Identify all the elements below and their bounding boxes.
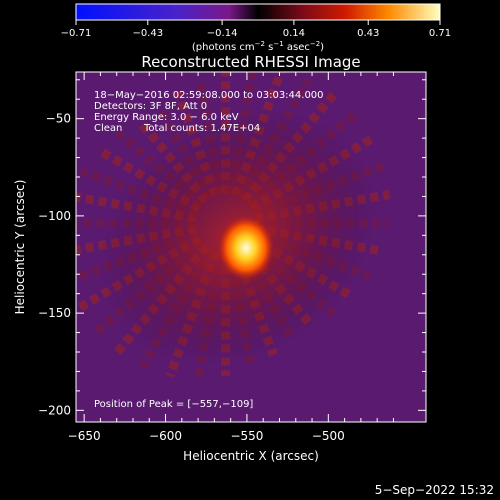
x-axis-tick-labels: −650 −600 −550 −500 <box>68 429 345 443</box>
colorbar-tick-label: 0.43 <box>357 28 379 39</box>
colorbar-tick-label: −0.14 <box>207 28 238 39</box>
colorbar-tick-labels: −0.71 −0.43 −0.14 0.14 0.43 0.71 <box>61 28 451 39</box>
y-axis-tick-labels: −50 −100 −150 −200 <box>38 112 71 418</box>
colorbar-tick-label: −0.43 <box>132 28 163 39</box>
y-tick-label: −50 <box>46 112 71 126</box>
x-axis-ticks <box>83 72 394 422</box>
y-tick-label: −200 <box>38 403 71 417</box>
colorbar-tick-label: 0.14 <box>283 28 305 39</box>
y-tick-label: −100 <box>38 209 71 223</box>
y-axis-label: Heliocentric Y (arcsec) <box>13 180 27 315</box>
x-tick-label: −550 <box>230 429 263 443</box>
colorbar-unit: (photons cm−2 s−1 asec−2) <box>192 40 324 53</box>
time-range-text: 18−May−2016 02:59:08.000 to 03:03:44.000 <box>94 90 324 101</box>
x-tick-label: −500 <box>312 429 345 443</box>
source-core <box>218 216 274 280</box>
x-axis-label: Heliocentric X (arcsec) <box>183 449 319 463</box>
colorbar <box>75 3 441 21</box>
total-counts-text: Total counts: 1.47E+04 <box>143 123 260 134</box>
colorbar-ticks <box>75 20 441 25</box>
info-annotations: 18−May−2016 02:59:08.000 to 03:03:44.000… <box>94 90 324 410</box>
colorbar-tick-label: 0.71 <box>429 28 451 39</box>
colorbar-tick-label: −0.71 <box>61 28 92 39</box>
detectors-text: Detectors: 3F 8F, Att 0 <box>94 101 207 112</box>
sidelobe-streak <box>76 192 197 223</box>
clean-method-text: Clean <box>94 123 122 134</box>
energy-range-text: Energy Range: 3.0 − 6.0 keV <box>94 112 239 123</box>
peak-position-text: Position of Peak = [−557,−109] <box>94 399 253 410</box>
image-area <box>76 72 426 422</box>
x-tick-label: −600 <box>149 429 182 443</box>
footer-timestamp: 5−Sep−2022 15:32 <box>375 483 494 497</box>
sidelobe-streak <box>226 72 257 195</box>
plot-frame <box>75 71 427 423</box>
y-tick-label: −150 <box>38 306 71 320</box>
x-tick-label: −650 <box>68 429 101 443</box>
y-axis-ticks <box>76 79 426 411</box>
chart-title: Reconstructed RHESSI Image <box>141 53 360 71</box>
